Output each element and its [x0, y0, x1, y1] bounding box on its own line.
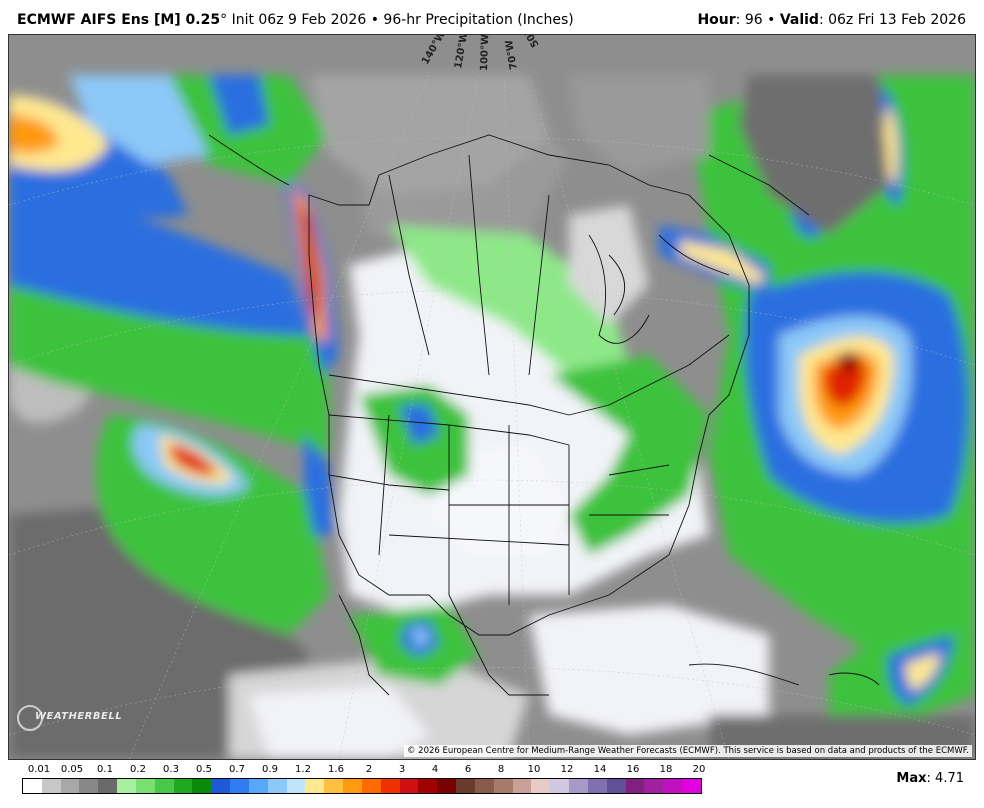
- legend-swatch: [399, 779, 419, 793]
- color-legend: 0.01 0.05 0.1 0.2 0.3 0.5 0.7 0.9 1.2 1.…: [22, 760, 706, 800]
- legend-label: 0.7: [229, 764, 245, 775]
- legend-label: 14: [593, 764, 607, 775]
- init-time: Init 06z 9 Feb 2026: [231, 12, 367, 28]
- legend-label: 0.01: [27, 764, 51, 775]
- map-canvas: 140°W 120°W 100°W 70°W 50°W: [9, 35, 975, 759]
- legend-label: 6: [464, 764, 472, 775]
- max-label: Max: [896, 771, 927, 786]
- max-value-readout: Max: 4.71: [896, 771, 964, 786]
- legend-label: 1.2: [295, 764, 311, 775]
- legend-swatch: [117, 779, 136, 793]
- legend-label: 2: [365, 764, 373, 775]
- legend-labels: 0.01 0.05 0.1 0.2 0.3 0.5 0.7 0.9 1.2 1.…: [22, 764, 706, 778]
- legend-swatch: [606, 779, 626, 793]
- graticule: [9, 74, 975, 759]
- product-name: 96-hr Precipitation (Inches): [383, 12, 574, 28]
- legend-swatch: [437, 779, 457, 793]
- legend-swatch: [79, 779, 99, 793]
- legend-label: 3: [398, 764, 406, 775]
- hour-label: Hour: [697, 12, 736, 28]
- legend-swatch: [248, 779, 268, 793]
- legend-label: 0.5: [196, 764, 212, 775]
- legend-swatch: [493, 779, 513, 793]
- legend-swatch: [41, 779, 61, 793]
- degree-symbol: °: [220, 12, 228, 28]
- legend-swatch: [211, 779, 231, 793]
- legend-label: 16: [626, 764, 640, 775]
- precip-field: [9, 75, 975, 759]
- legend-swatch: [60, 779, 80, 793]
- legend-swatch: [154, 779, 174, 793]
- max-value: : 4.71: [926, 771, 964, 786]
- model-name: ECMWF AIFS Ens [M] 0.25: [17, 12, 221, 28]
- legend-swatch: [418, 779, 438, 793]
- legend-swatch: [474, 779, 494, 793]
- legend-swatch: [343, 779, 362, 793]
- valid-value: : 06z Fri 13 Feb 2026: [818, 12, 966, 28]
- legend-swatch: [550, 779, 570, 793]
- legend-label: 0.05: [60, 764, 84, 775]
- valid-time-info: Hour: 96 • Valid: 06z Fri 13 Feb 2026: [697, 12, 966, 28]
- weatherbell-logo: WEATHERBELL: [15, 705, 122, 731]
- legend-color-bar: [22, 778, 702, 794]
- legend-swatch: [531, 779, 551, 793]
- legend-swatch: [305, 779, 325, 793]
- legend-swatch: [512, 779, 532, 793]
- legend-label: 18: [659, 764, 673, 775]
- legend-label: 0.3: [163, 764, 179, 775]
- legend-swatch: [569, 779, 588, 793]
- legend-swatch: [98, 779, 118, 793]
- legend-label: 12: [560, 764, 574, 775]
- map-title: ECMWF AIFS Ens [M] 0.25° Init 06z 9 Feb …: [17, 12, 574, 28]
- legend-label: 0.9: [262, 764, 278, 775]
- hour-value: : 96: [735, 12, 763, 28]
- legend-swatch: [230, 779, 249, 793]
- legend-swatch: [625, 779, 645, 793]
- legend-label: 4: [431, 764, 439, 775]
- political-boundaries: [208, 134, 880, 696]
- lon-label-70w: 70°W: [504, 39, 520, 70]
- precipitation-map[interactable]: 140°W 120°W 100°W 70°W 50°W WEATHERBELL …: [8, 34, 976, 760]
- legend-swatch: [324, 779, 344, 793]
- legend-swatch: [681, 779, 701, 793]
- legend-swatch: [663, 779, 682, 793]
- legend-swatch: [23, 779, 42, 793]
- legend-swatch: [173, 779, 193, 793]
- legend-label: 1.6: [328, 764, 344, 775]
- separator-bullet: •: [370, 12, 379, 28]
- legend-label: 0.1: [97, 764, 113, 775]
- map-header: ECMWF AIFS Ens [M] 0.25° Init 06z 9 Feb …: [0, 0, 984, 34]
- legend-swatch: [361, 779, 381, 793]
- logo-text: WEATHERBELL: [35, 711, 123, 722]
- legend-label: 20: [692, 764, 706, 775]
- legend-swatch: [644, 779, 664, 793]
- legend-swatch: [135, 779, 155, 793]
- valid-label: Valid: [779, 12, 819, 28]
- legend-swatch: [192, 779, 212, 793]
- legend-swatch: [456, 779, 475, 793]
- legend-label: 8: [497, 764, 505, 775]
- separator-bullet-2: •: [767, 12, 776, 28]
- lon-label-100w: 100°W: [479, 35, 491, 71]
- copyright-notice: © 2026 European Centre for Medium-Range …: [403, 745, 972, 757]
- legend-swatch: [587, 779, 607, 793]
- legend-label: 0.2: [130, 764, 146, 775]
- legend-swatch: [267, 779, 287, 793]
- legend-swatch: [380, 779, 400, 793]
- legend-swatch: [286, 779, 306, 793]
- logo-swirl-icon: [17, 705, 43, 731]
- legend-label: 10: [527, 764, 541, 775]
